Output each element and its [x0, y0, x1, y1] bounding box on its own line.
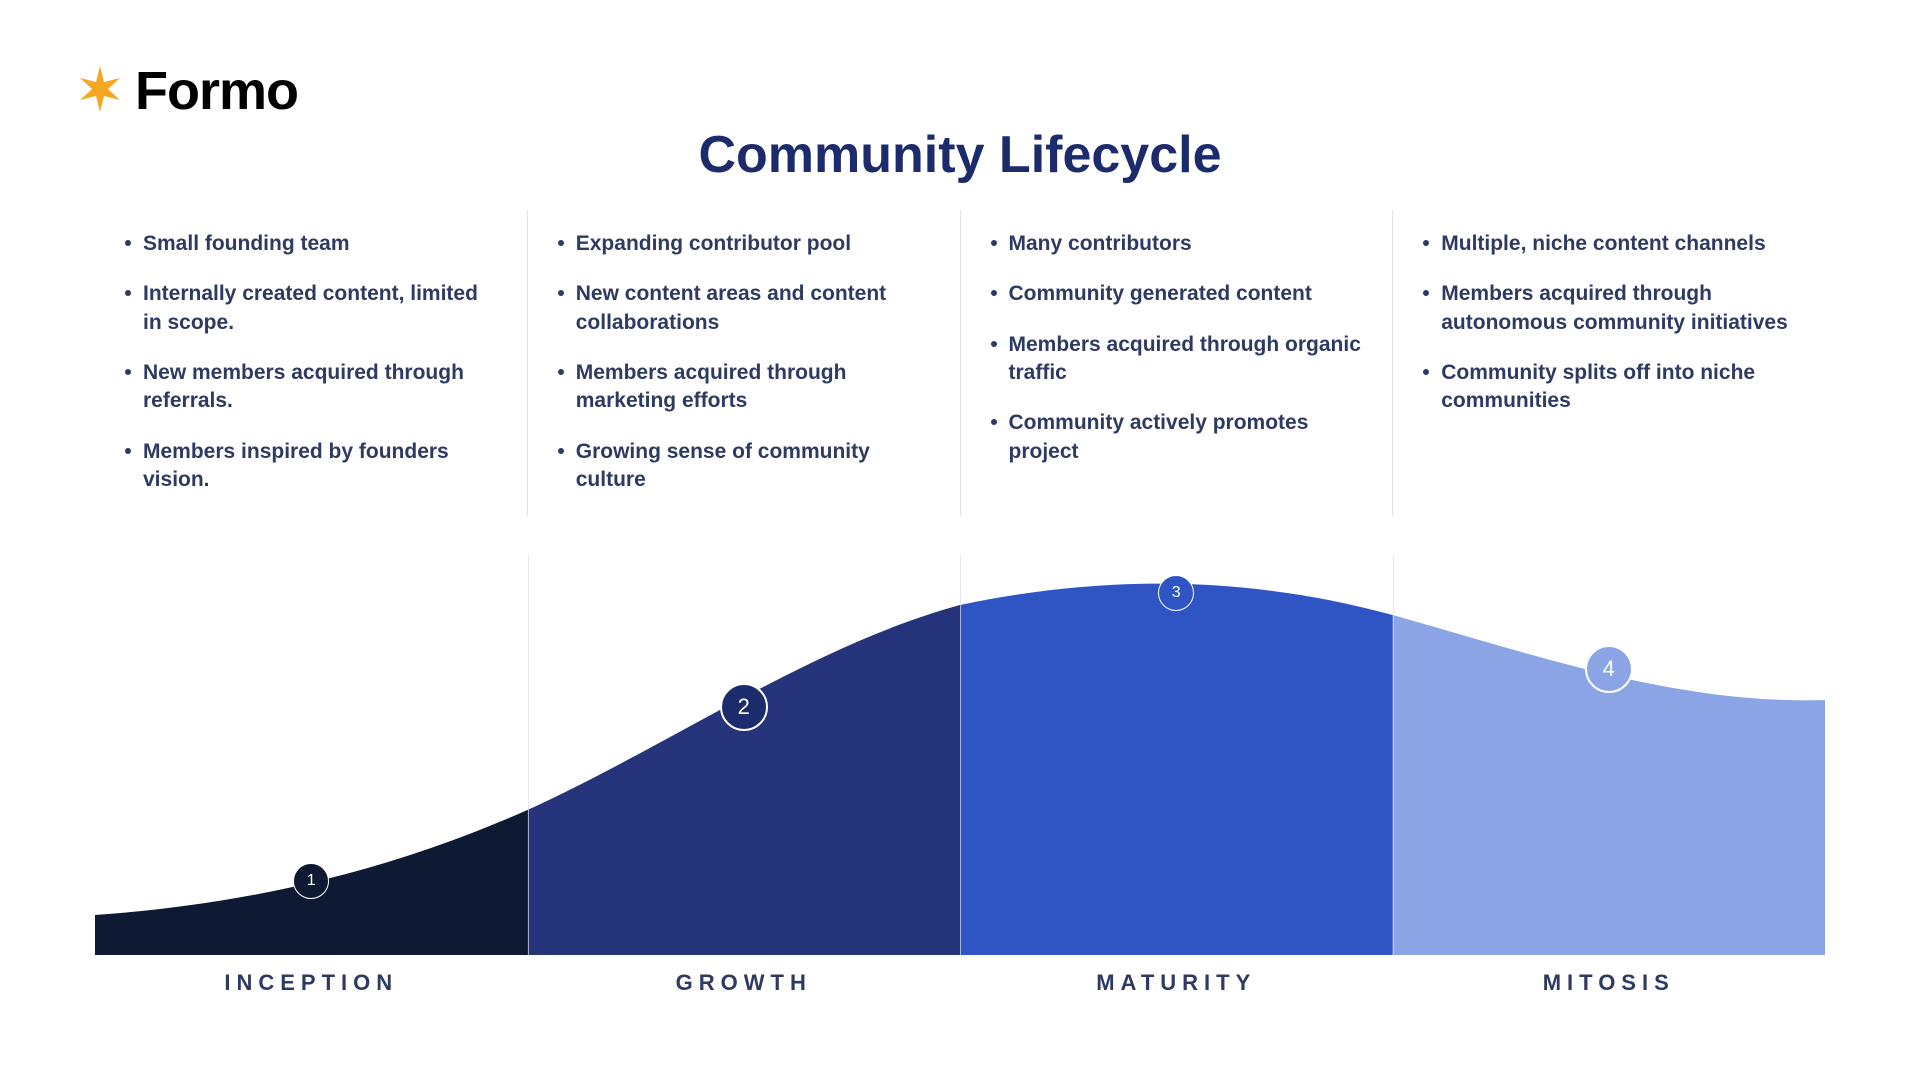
stage-badge-3: 3 — [1158, 575, 1194, 611]
bullets-inception: Small founding team Internally created co… — [121, 230, 501, 494]
stage-badge-2: 2 — [720, 683, 768, 731]
area-segment — [960, 584, 1393, 955]
lifecycle-area-chart: 1 2 3 4 — [95, 555, 1825, 955]
col-growth: Expanding contributor pool New content ar… — [527, 210, 960, 516]
stage-labels: INCEPTION GROWTH MATURITY MITOSIS — [95, 970, 1825, 996]
label-maturity: MATURITY — [960, 970, 1393, 996]
bullet-item: Members acquired through organic traffic — [987, 331, 1367, 388]
slide-title: Community Lifecycle — [0, 125, 1920, 185]
brand-name: Formo — [135, 60, 298, 122]
bullet-item: New members acquired through referrals. — [121, 359, 501, 416]
brand-logo: Formo — [75, 60, 298, 122]
bullet-item: Members acquired through autonomous comm… — [1419, 280, 1799, 337]
bullet-item: Growing sense of community culture — [554, 438, 934, 495]
bullet-item: Many contributors — [987, 230, 1367, 258]
bullet-item: New content areas and content collaborat… — [554, 280, 934, 337]
bullets-growth: Expanding contributor pool New content ar… — [554, 230, 934, 494]
bullet-item: Small founding team — [121, 230, 501, 258]
label-growth: GROWTH — [528, 970, 961, 996]
bullet-item: Members inspired by founders vision. — [121, 438, 501, 495]
col-mitosis: Multiple, niche content channels Members … — [1392, 210, 1825, 516]
area-segment — [528, 605, 961, 955]
bullet-item: Community generated content — [987, 280, 1367, 308]
star-icon — [75, 64, 125, 119]
stage-badge-1: 1 — [293, 863, 329, 899]
col-inception: Small founding team Internally created co… — [95, 210, 527, 516]
col-maturity: Many contributors Community generated con… — [960, 210, 1393, 516]
bullets-maturity: Many contributors Community generated con… — [987, 230, 1367, 466]
bullet-item: Community actively promotes project — [987, 409, 1367, 466]
label-inception: INCEPTION — [95, 970, 528, 996]
stage-columns: Small founding team Internally created co… — [95, 210, 1825, 516]
bullet-item: Multiple, niche content channels — [1419, 230, 1799, 258]
bullet-item: Internally created content, limited in s… — [121, 280, 501, 337]
bullet-item: Expanding contributor pool — [554, 230, 934, 258]
label-mitosis: MITOSIS — [1393, 970, 1826, 996]
bullet-item: Community splits off into niche communit… — [1419, 359, 1799, 416]
stage-badge-4: 4 — [1585, 645, 1633, 693]
bullets-mitosis: Multiple, niche content channels Members … — [1419, 230, 1799, 416]
bullet-item: Members acquired through marketing effor… — [554, 359, 934, 416]
chart-svg — [95, 555, 1825, 955]
